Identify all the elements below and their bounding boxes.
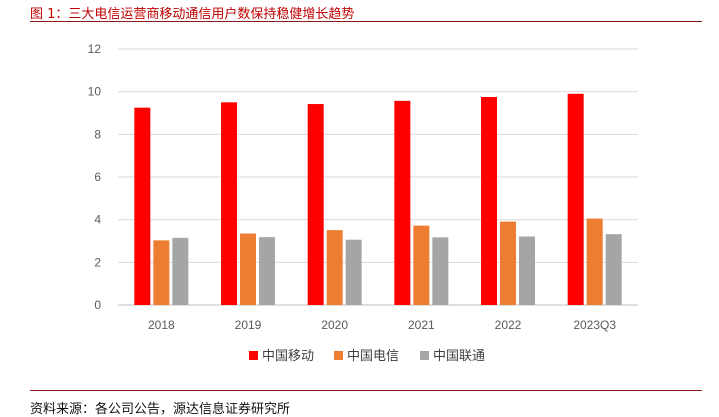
y-axis-ticks: 0 2 4 6 8 10 12 xyxy=(88,42,102,312)
y-tick-label: 12 xyxy=(88,42,102,56)
y-tick-label: 2 xyxy=(94,255,101,269)
bar-中国电信-2021 xyxy=(413,225,430,305)
bar-中国电信-2023Q3 xyxy=(586,218,603,305)
x-tick-label: 2019 xyxy=(235,318,262,332)
bar-中国联通-2022 xyxy=(519,236,535,305)
y-tick-label: 4 xyxy=(94,213,101,227)
bar-中国电信-2019 xyxy=(240,233,256,305)
bar-中国联通-2020 xyxy=(345,239,362,305)
y-tick-label: 8 xyxy=(94,127,101,141)
x-tick-label: 2018 xyxy=(148,318,175,332)
y-tick-label: 10 xyxy=(88,85,102,99)
legend-label: 中国电信 xyxy=(347,349,399,364)
figure-title: 图 1：三大电信运营商移动通信用户数保持稳健增长趋势 xyxy=(30,7,355,22)
bar-中国移动-2018 xyxy=(134,107,151,306)
source-note: 资料来源：各公司公告，源达信息证券研究所 xyxy=(30,402,291,417)
bar-中国电信-2020 xyxy=(326,230,343,305)
title-divider xyxy=(30,21,702,22)
x-tick-label: 2021 xyxy=(408,318,435,332)
legend-swatch xyxy=(334,351,343,360)
legend-label: 中国联通 xyxy=(433,349,485,364)
x-tick-label: 2020 xyxy=(321,318,348,332)
legend: 中国移动 中国电信 中国联通 xyxy=(249,349,485,364)
bar-中国联通-2018 xyxy=(172,237,189,305)
y-tick-label: 0 xyxy=(94,298,101,312)
grid-lines xyxy=(118,48,638,306)
x-tick-label: 2023Q3 xyxy=(573,318,616,332)
bar-中国联通-2023Q3 xyxy=(605,234,622,305)
bar-中国电信-2018 xyxy=(153,240,170,305)
bar-中国移动-2021 xyxy=(394,100,411,305)
bar-中国电信-2022 xyxy=(500,221,516,305)
x-axis-ticks: 2018 2019 2020 2021 2022 2023Q3 xyxy=(148,318,616,332)
bar-中国联通-2019 xyxy=(259,237,275,305)
bar-中国移动-2019 xyxy=(221,102,237,305)
legend-label: 中国移动 xyxy=(262,349,314,364)
bar-中国移动-2020 xyxy=(307,104,324,305)
y-tick-label: 6 xyxy=(94,170,101,184)
bar-中国联通-2021 xyxy=(432,237,449,305)
source-divider xyxy=(30,390,702,391)
x-tick-label: 2022 xyxy=(495,318,522,332)
bars xyxy=(134,93,622,306)
legend-swatch xyxy=(420,351,429,360)
legend-swatch xyxy=(249,351,258,360)
bar-中国移动-2023Q3 xyxy=(567,93,584,305)
bar-中国移动-2022 xyxy=(481,97,497,305)
